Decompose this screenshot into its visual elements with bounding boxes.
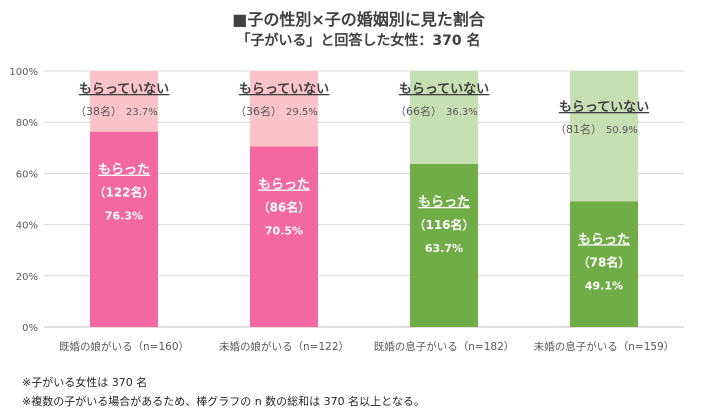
series-label-received: もらった: [418, 195, 470, 210]
count-label: （36名）: [235, 104, 282, 118]
bar-received: [250, 146, 318, 327]
bar-not-received: [90, 71, 158, 132]
count-label: （122名）: [93, 185, 154, 200]
series-label-not-received: もらっていない: [239, 82, 329, 97]
y-tick-label: 40%: [16, 221, 38, 232]
bar-received: [410, 163, 478, 327]
y-tick-label: 0%: [22, 323, 38, 334]
chart-title: ■子の性別×子の婚姻別に見た割合: [232, 10, 485, 29]
stacked-bar-chart: 0% 20% 40% 60% 80% 100% もらった （122名） 76.3% もらっていない…: [9, 67, 684, 353]
data-label: 29.5%: [286, 107, 318, 118]
count-label: （81名）: [555, 122, 602, 136]
count-label: （78名）: [578, 254, 631, 269]
bar-not-received: [570, 71, 638, 202]
footnote-respondents: ※子がいる女性は 370 名: [22, 376, 148, 389]
data-label: 63.7%: [425, 242, 463, 255]
count-label: （38名）: [75, 104, 122, 118]
x-tick-label: 既婚の息子がいる（n=182）: [374, 340, 515, 353]
data-label: 36.3%: [446, 107, 478, 118]
y-tick-label: 80%: [16, 118, 38, 129]
series-label-not-received: もらっていない: [79, 82, 169, 97]
x-tick-label: 未婚の息子がいる（n=159）: [534, 340, 675, 353]
x-tick-label: 未婚の娘がいる（n=122）: [219, 340, 349, 353]
data-label: 70.5%: [265, 225, 303, 238]
series-label-received: もらった: [98, 163, 150, 178]
series-label-not-received: もらっていない: [399, 82, 489, 97]
y-tick-label: 60%: [16, 169, 38, 180]
footnote-multiple-children: ※複数の子がいる場合があるため、棒グラフの n 数の総和は 370 名以上となる…: [22, 395, 425, 408]
series-label-not-received: もらっていない: [559, 100, 649, 115]
bar-received: [90, 131, 158, 327]
bar-not-received: [250, 71, 318, 147]
x-tick-label: 既婚の娘がいる（n=160）: [59, 340, 189, 353]
bar-not-received: [410, 71, 478, 164]
y-tick-label: 100%: [9, 67, 38, 78]
data-label: 49.1%: [585, 279, 623, 292]
count-label: （86名）: [258, 200, 311, 215]
data-label: 76.3%: [105, 210, 143, 223]
data-label: 23.7%: [126, 107, 158, 118]
bar-received: [570, 201, 638, 327]
series-label-received: もらった: [578, 232, 630, 247]
count-label: （116名）: [413, 217, 474, 232]
y-tick-label: 20%: [16, 272, 38, 283]
chart-subtitle: 「子がいる」と回答した女性：370 名: [236, 33, 481, 49]
data-label: 50.9%: [606, 125, 638, 136]
count-label: （66名）: [395, 104, 442, 118]
series-label-received: もらった: [258, 178, 310, 193]
